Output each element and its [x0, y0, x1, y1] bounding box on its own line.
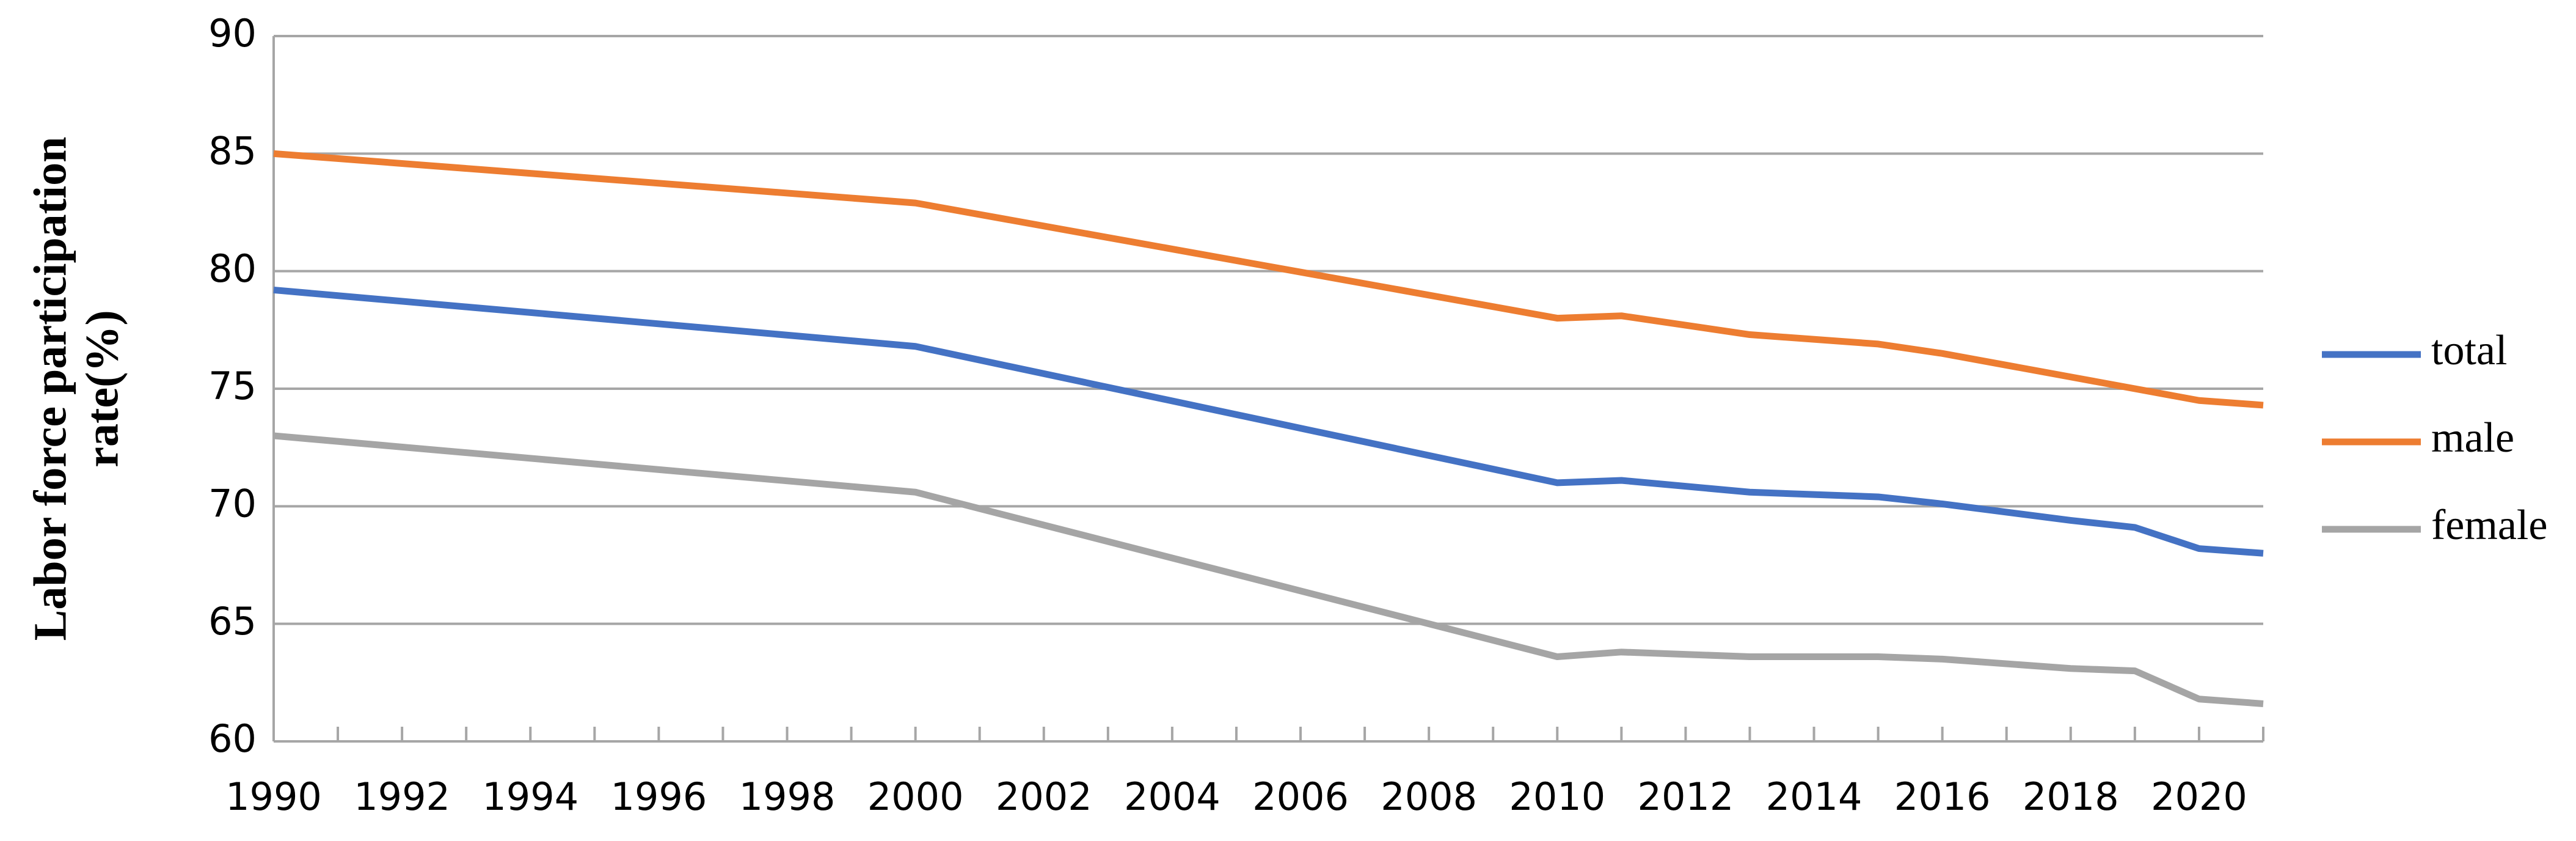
y-tick-label: 75	[208, 364, 257, 408]
x-tick-label: 2010	[1509, 774, 1605, 819]
x-tick-label: 1992	[354, 774, 450, 819]
y-axis-label: rate(%)	[76, 310, 128, 467]
y-tick-label: 85	[208, 128, 257, 173]
x-tick-label: 2020	[2151, 774, 2247, 819]
x-tick-label: 2000	[867, 774, 964, 819]
x-tick-label: 1996	[610, 774, 707, 819]
x-tick-label: 2004	[1124, 774, 1220, 819]
y-tick-label: 80	[208, 246, 257, 291]
x-tick-label: 2006	[1252, 774, 1349, 819]
x-tick-label: 2012	[1638, 774, 1734, 819]
y-tick-label: 70	[208, 481, 257, 526]
x-tick-label: 2014	[1766, 774, 1863, 819]
y-tick-label: 65	[208, 599, 257, 644]
legend-label: total	[2431, 327, 2507, 374]
x-tick-label: 1994	[482, 774, 578, 819]
y-tick-label: 90	[208, 11, 257, 56]
y-axis-label: Labor force participation	[24, 137, 76, 641]
line-series	[273, 286, 2264, 557]
x-tick-label: 2018	[2023, 774, 2119, 819]
x-tick-label: 2008	[1381, 774, 1477, 819]
x-tick-label: 2002	[996, 774, 1092, 819]
legend-label: female	[2431, 502, 2547, 549]
x-tick-label: 1990	[225, 774, 322, 819]
y-tick-label: 60	[208, 716, 257, 761]
legend-label: male	[2431, 414, 2514, 461]
x-tick-label: 1998	[739, 774, 836, 819]
line-series	[273, 432, 2264, 707]
line-series	[273, 150, 2264, 409]
x-tick-label: 2016	[1894, 774, 1991, 819]
